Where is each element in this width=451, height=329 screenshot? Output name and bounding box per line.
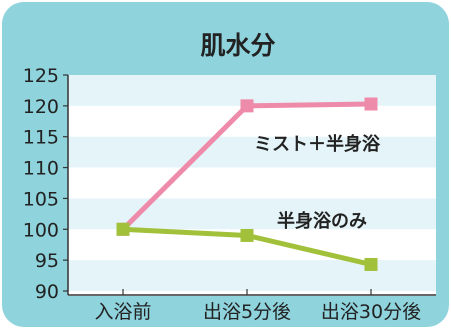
y-tick-label: 100 — [23, 219, 59, 241]
data-point-marker — [116, 222, 130, 236]
x-tick-label: 出浴5分後 — [203, 301, 291, 323]
x-tick-label: 出浴30分後 — [321, 301, 421, 323]
y-tick-label: 90 — [35, 281, 59, 303]
y-tick-label: 120 — [23, 96, 59, 118]
data-point-marker — [240, 99, 254, 113]
y-axis: 125 120 115 110 105 100 95 90 — [23, 65, 69, 303]
series-label: 半身浴のみ — [277, 210, 367, 232]
chart-title: 肌水分 — [200, 31, 275, 60]
y-tick-label: 110 — [23, 158, 59, 180]
grid-stripe — [68, 136, 436, 168]
y-tick-label: 125 — [23, 65, 59, 87]
data-point-marker — [364, 97, 378, 111]
x-axis: 入浴前 出浴5分後 出浴30分後 — [68, 289, 436, 323]
series-label: ミスト＋半身浴 — [254, 133, 381, 155]
data-point-marker — [240, 228, 254, 242]
grid-stripe — [68, 260, 436, 291]
data-point-marker — [364, 257, 378, 271]
x-tick-label: 入浴前 — [94, 301, 151, 323]
y-tick-label: 95 — [35, 250, 59, 272]
y-tick-label: 105 — [23, 188, 59, 210]
series-group — [116, 97, 378, 271]
y-tick-label: 115 — [23, 127, 59, 149]
